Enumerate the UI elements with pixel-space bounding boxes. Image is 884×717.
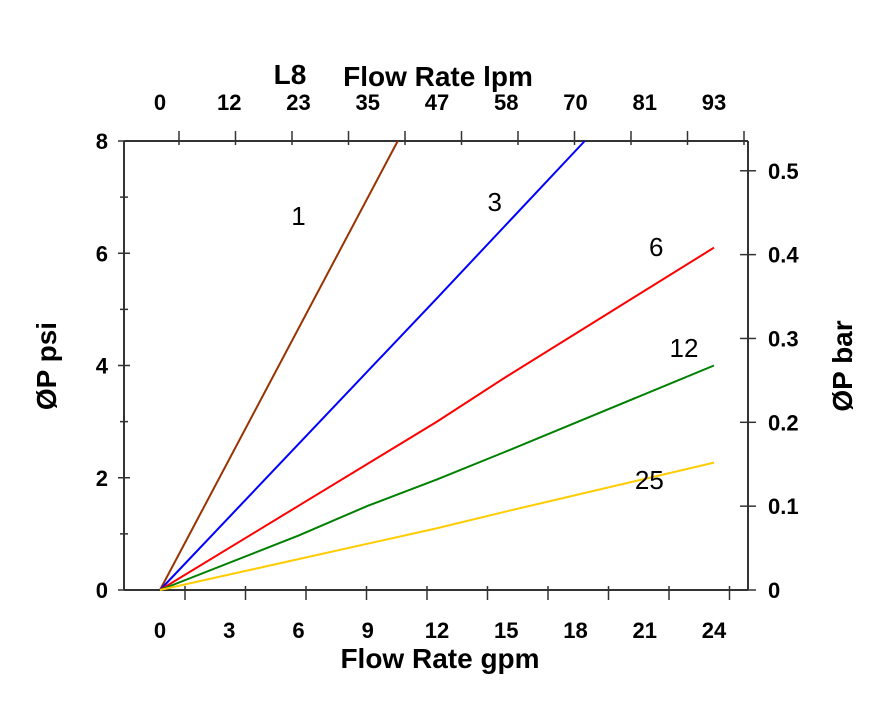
x-axis-label: Flow Rate gpm: [340, 643, 539, 674]
top-axis-label: Flow Rate lpm: [343, 61, 533, 92]
top-tick-label: 93: [702, 90, 726, 115]
top-tick-label: 12: [217, 90, 241, 115]
top-tick-label: 0: [154, 90, 166, 115]
right-tick-label: 0.5: [768, 159, 799, 184]
x-tick-label: 18: [563, 618, 587, 643]
series-line-25: [159, 461, 715, 591]
y-axis-label: ØP psi: [31, 322, 62, 410]
x-tick-label: 15: [494, 618, 518, 643]
right-tick-label: 0.1: [768, 494, 799, 519]
series-line-6: [159, 246, 715, 591]
right-tick-label: 0.3: [768, 326, 799, 351]
y-tick-label: 8: [96, 129, 108, 154]
chart-title: L8: [274, 59, 307, 90]
y-tick-label: 2: [96, 466, 108, 491]
x-tick-label: 24: [702, 618, 727, 643]
right-tick-label: 0.2: [768, 410, 799, 435]
series-label-25: 25: [635, 465, 664, 495]
top-tick-label: 58: [494, 90, 518, 115]
series-line-3: [159, 140, 586, 591]
y-tick-label: 4: [96, 354, 109, 379]
top-tick-label: 23: [286, 90, 310, 115]
x-tick-label: 21: [633, 618, 657, 643]
series-label-12: 12: [670, 333, 699, 363]
y-tick-label: 0: [96, 578, 108, 603]
series-label-3: 3: [487, 187, 501, 217]
x-tick-label: 12: [425, 618, 449, 643]
top-tick-label: 81: [633, 90, 657, 115]
top-tick-label: 35: [356, 90, 380, 115]
series-label-6: 6: [649, 232, 663, 262]
series-line-12: [159, 364, 715, 591]
y-tick-label: 6: [96, 241, 108, 266]
right-axis-label: ØP bar: [827, 320, 858, 411]
right-tick-label: 0.4: [768, 243, 799, 268]
x-tick-label: 6: [292, 618, 304, 643]
series-line-1: [159, 140, 399, 591]
top-tick-label: 47: [425, 90, 449, 115]
right-tick-label: 0: [768, 578, 780, 603]
x-tick-label: 3: [223, 618, 235, 643]
series-label-1: 1: [291, 201, 305, 231]
x-tick-label: 9: [362, 618, 374, 643]
x-tick-label: 0: [154, 618, 166, 643]
top-tick-label: 70: [563, 90, 587, 115]
